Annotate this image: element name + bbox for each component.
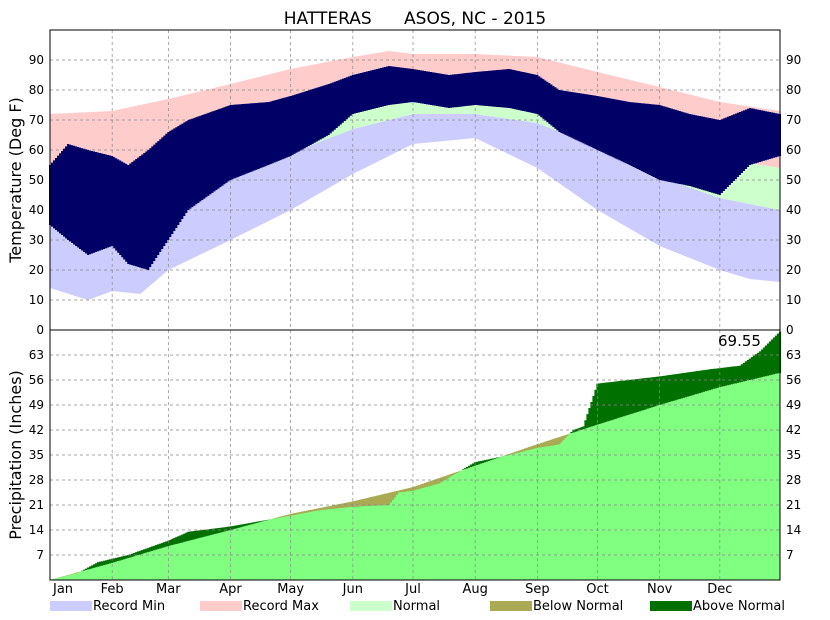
precipitation-tick-left: 63 — [29, 348, 44, 362]
temperature-tick-left: 90 — [29, 53, 44, 67]
temperature-tick-right: 50 — [786, 173, 801, 187]
month-label: Sep — [525, 582, 550, 597]
legend: Record Min Record Max Normal Below Normal Ab… — [50, 599, 785, 614]
normal-precip-area — [50, 372, 780, 580]
legend-label: Record Min — [93, 599, 165, 614]
temperature-tick-right: 40 — [786, 203, 801, 217]
legend-swatch — [350, 601, 392, 611]
temperature-tick-right: 0 — [786, 323, 794, 337]
precipitation-tick-left: 42 — [29, 423, 44, 437]
precipitation-tick-left: 7 — [36, 548, 44, 562]
precipitation-tick-right: 21 — [786, 498, 801, 512]
precipitation-panel-frame — [49, 329, 781, 581]
chart-title: HATTERAS ASOS, NC - 2015 — [284, 9, 546, 29]
temperature-tick-left: 0 — [36, 323, 44, 337]
precipitation-panel: 7 7 14 14 21 21 28 28 35 35 42 42 49 49 56 56 63 63 Preci… — [6, 329, 802, 581]
precipitation-tick-left: 14 — [29, 523, 44, 537]
month-label: Mar — [156, 582, 181, 597]
precipitation-total-annotation: 69.55 — [718, 332, 761, 350]
record-min-band — [50, 114, 780, 300]
month-labels: Jan Feb Mar Apr May Jun Jul Aug Sep Oct Nov Dec — [52, 582, 732, 597]
precipitation-tick-right: 63 — [786, 348, 801, 362]
month-label: May — [277, 582, 304, 597]
temperature-tick-right: 90 — [786, 53, 801, 67]
precipitation-ticks: 7 7 14 14 21 21 28 28 35 35 42 42 49 49 56 56 63 63 — [29, 348, 802, 562]
month-label: Aug — [462, 582, 487, 597]
precipitation-tick-left: 28 — [29, 473, 44, 487]
temperature-tick-right: 20 — [786, 263, 801, 277]
precipitation-areas — [50, 331, 782, 580]
temperature-tick-left: 50 — [29, 173, 44, 187]
temperature-tick-right: 80 — [786, 83, 801, 97]
precipitation-tick-right: 28 — [786, 473, 801, 487]
above-normal-precip — [80, 331, 782, 572]
month-label: Dec — [707, 582, 732, 597]
month-label: Feb — [101, 582, 124, 597]
temperature-tick-left: 20 — [29, 263, 44, 277]
month-label: Jul — [404, 582, 421, 597]
precipitation-tick-left: 35 — [29, 448, 44, 462]
legend-swatch — [650, 601, 692, 611]
precipitation-tick-right: 56 — [786, 373, 801, 387]
temperature-tick-right: 30 — [786, 233, 801, 247]
month-label: Oct — [586, 582, 608, 597]
precipitation-tick-right: 49 — [786, 398, 801, 412]
temperature-tick-right: 70 — [786, 113, 801, 127]
temperature-ticks: 0 0 10 10 20 20 30 30 40 40 50 50 60 60 70 70 80 80 90 90 — [29, 53, 802, 337]
legend-swatch — [200, 601, 242, 611]
legend-label: Normal — [393, 599, 440, 614]
month-label: Nov — [647, 582, 673, 597]
precipitation-grid — [49, 330, 780, 580]
month-label: Jan — [52, 582, 73, 597]
legend-swatch — [50, 601, 92, 611]
temperature-tick-left: 80 — [29, 83, 44, 97]
precipitation-tick-right: 35 — [786, 448, 801, 462]
precipitation-tick-left: 56 — [29, 373, 44, 387]
precipitation-tick-right: 7 — [786, 548, 794, 562]
month-label: Apr — [219, 582, 242, 597]
legend-label: Below Normal — [533, 599, 623, 614]
temperature-tick-left: 40 — [29, 203, 44, 217]
temperature-tick-right: 60 — [786, 143, 801, 157]
temperature-tick-left: 10 — [29, 293, 44, 307]
legend-label: Above Normal — [693, 599, 785, 614]
month-label: Jun — [342, 582, 363, 597]
temperature-panel: 0 0 10 10 20 20 30 30 40 40 50 50 60 60 70 70 80 80 90 90 T… — [6, 29, 802, 337]
temperature-tick-left: 70 — [29, 113, 44, 127]
precipitation-y-label: Precipitation (Inches) — [6, 370, 25, 540]
temperature-tick-left: 30 — [29, 233, 44, 247]
temperature-tick-left: 60 — [29, 143, 44, 157]
precipitation-tick-left: 49 — [29, 398, 44, 412]
legend-swatch — [490, 601, 532, 611]
precipitation-tick-right: 14 — [786, 523, 801, 537]
legend-label: Record Max — [243, 599, 319, 614]
precipitation-tick-right: 42 — [786, 423, 801, 437]
precipitation-tick-left: 21 — [29, 498, 44, 512]
temperature-tick-right: 10 — [786, 293, 801, 307]
temperature-y-label: Temperature (Deg F) — [6, 97, 25, 264]
